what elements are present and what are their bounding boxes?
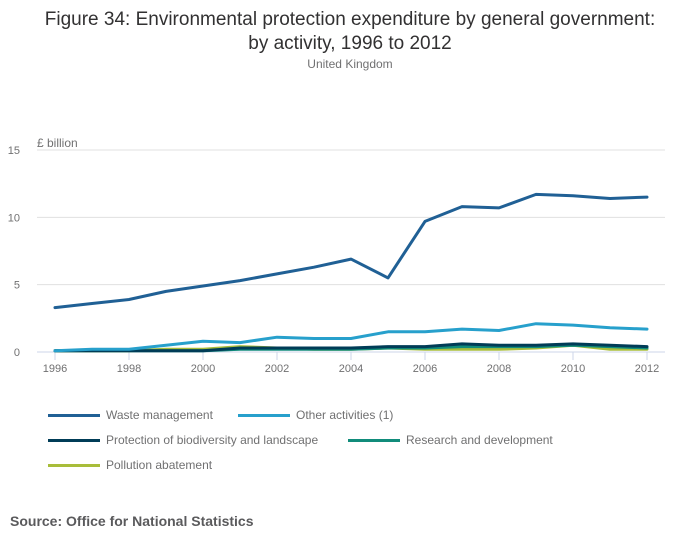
gridlines xyxy=(37,149,665,286)
chart-title: Figure 34: Environmental protection expe… xyxy=(0,8,700,56)
legend-item-biodiversity[interactable]: Protection of biodiversity and landscape xyxy=(48,433,318,447)
chart-title-line-2: by activity, 1996 to 2012 xyxy=(248,33,452,54)
legend-swatch xyxy=(238,413,290,417)
line-chart: 0 5 10 15 £ billion 1996 1998 2000 2002 2004 200… xyxy=(8,136,665,375)
legend-label: Other activities (1) xyxy=(296,408,394,422)
legend-item-waste-management[interactable]: Waste management xyxy=(48,408,213,422)
legend-item-pollution-abatement[interactable]: Pollution abatement xyxy=(48,458,212,472)
chart-subtitle: United Kingdom xyxy=(307,57,393,71)
source-note: Source: Office for National Statistics xyxy=(10,513,254,529)
legend-swatch xyxy=(48,438,100,442)
x-tick-label: 2006 xyxy=(413,363,437,375)
x-tick-label: 2000 xyxy=(191,363,215,375)
series-line-protection-of-biodiversity-and-landscape xyxy=(53,342,649,353)
x-tick-label: 2002 xyxy=(265,363,289,375)
legend-swatch xyxy=(48,463,100,467)
x-tick-label: 2004 xyxy=(339,363,363,375)
legend-item-research[interactable]: Research and development xyxy=(348,433,553,447)
x-tick-label: 2010 xyxy=(561,363,585,375)
legend-label: Research and development xyxy=(406,433,553,447)
series-lines xyxy=(53,192,649,353)
chart-title-line-1: Figure 34: Environmental protection expe… xyxy=(44,9,656,30)
legend-label: Waste management xyxy=(106,408,213,422)
y-tick-label: 10 xyxy=(8,212,20,224)
series-line-waste-management xyxy=(53,192,649,310)
y-tick-label: 0 xyxy=(14,347,20,359)
legend-label: Pollution abatement xyxy=(106,458,213,472)
y-axis-label: £ billion xyxy=(37,136,78,150)
x-tick-label: 1998 xyxy=(117,363,141,375)
legend-label: Protection of biodiversity and landscape xyxy=(106,433,319,447)
series-line-other-activities-1 xyxy=(53,322,649,353)
y-tick-label: 15 xyxy=(8,145,20,157)
x-tick-label: 1996 xyxy=(43,363,67,375)
y-axis-ticks: 0 5 10 15 xyxy=(8,145,20,359)
x-tick-label: 2008 xyxy=(487,363,511,375)
x-axis: 1996 1998 2000 2002 2004 2006 2008 2010 2012 xyxy=(37,351,665,375)
legend-item-other-activities[interactable]: Other activities (1) xyxy=(238,408,393,422)
legend-swatch xyxy=(348,438,400,442)
y-tick-label: 5 xyxy=(14,280,20,292)
legend-swatch xyxy=(48,413,100,417)
x-tick-label: 2012 xyxy=(635,363,659,375)
